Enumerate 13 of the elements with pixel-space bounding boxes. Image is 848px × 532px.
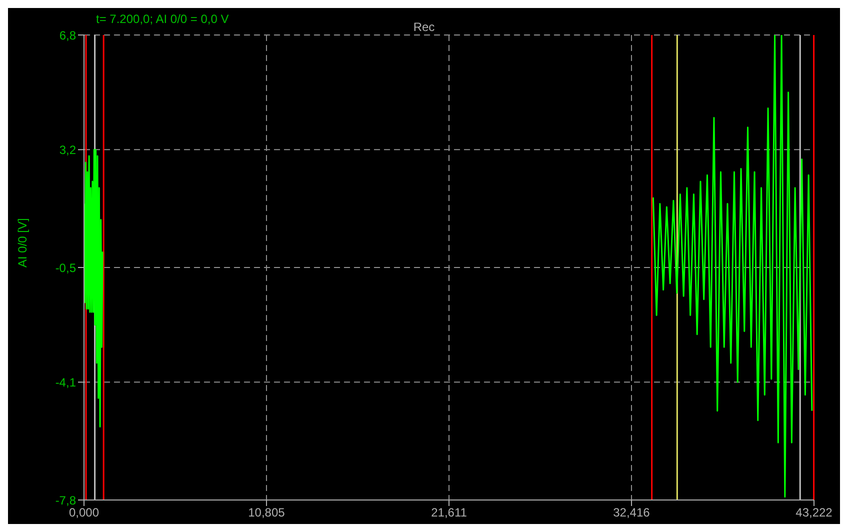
- y-tick-label: -7,8: [55, 493, 76, 508]
- x-tick-label: 0,000: [68, 506, 100, 520]
- y-tick-label: -0,5: [55, 260, 76, 275]
- x-tick-label: 32,416: [613, 506, 650, 520]
- text: t= 7.200,0; AI 0/0 = 0,0 V: [96, 12, 229, 26]
- y-tick-label: 6,8: [59, 28, 76, 42]
- x-tick-label: 21,611: [431, 506, 468, 520]
- chart-title: Rec: [413, 20, 435, 34]
- y-tick-label: -4,1: [55, 375, 76, 390]
- y-axis-title: AI 0/0 [V]: [15, 218, 30, 268]
- x-tick-label: 43,222: [796, 506, 833, 520]
- y-tick-label: 3,2: [59, 142, 76, 157]
- x-tick-label: 10,805: [248, 506, 286, 520]
